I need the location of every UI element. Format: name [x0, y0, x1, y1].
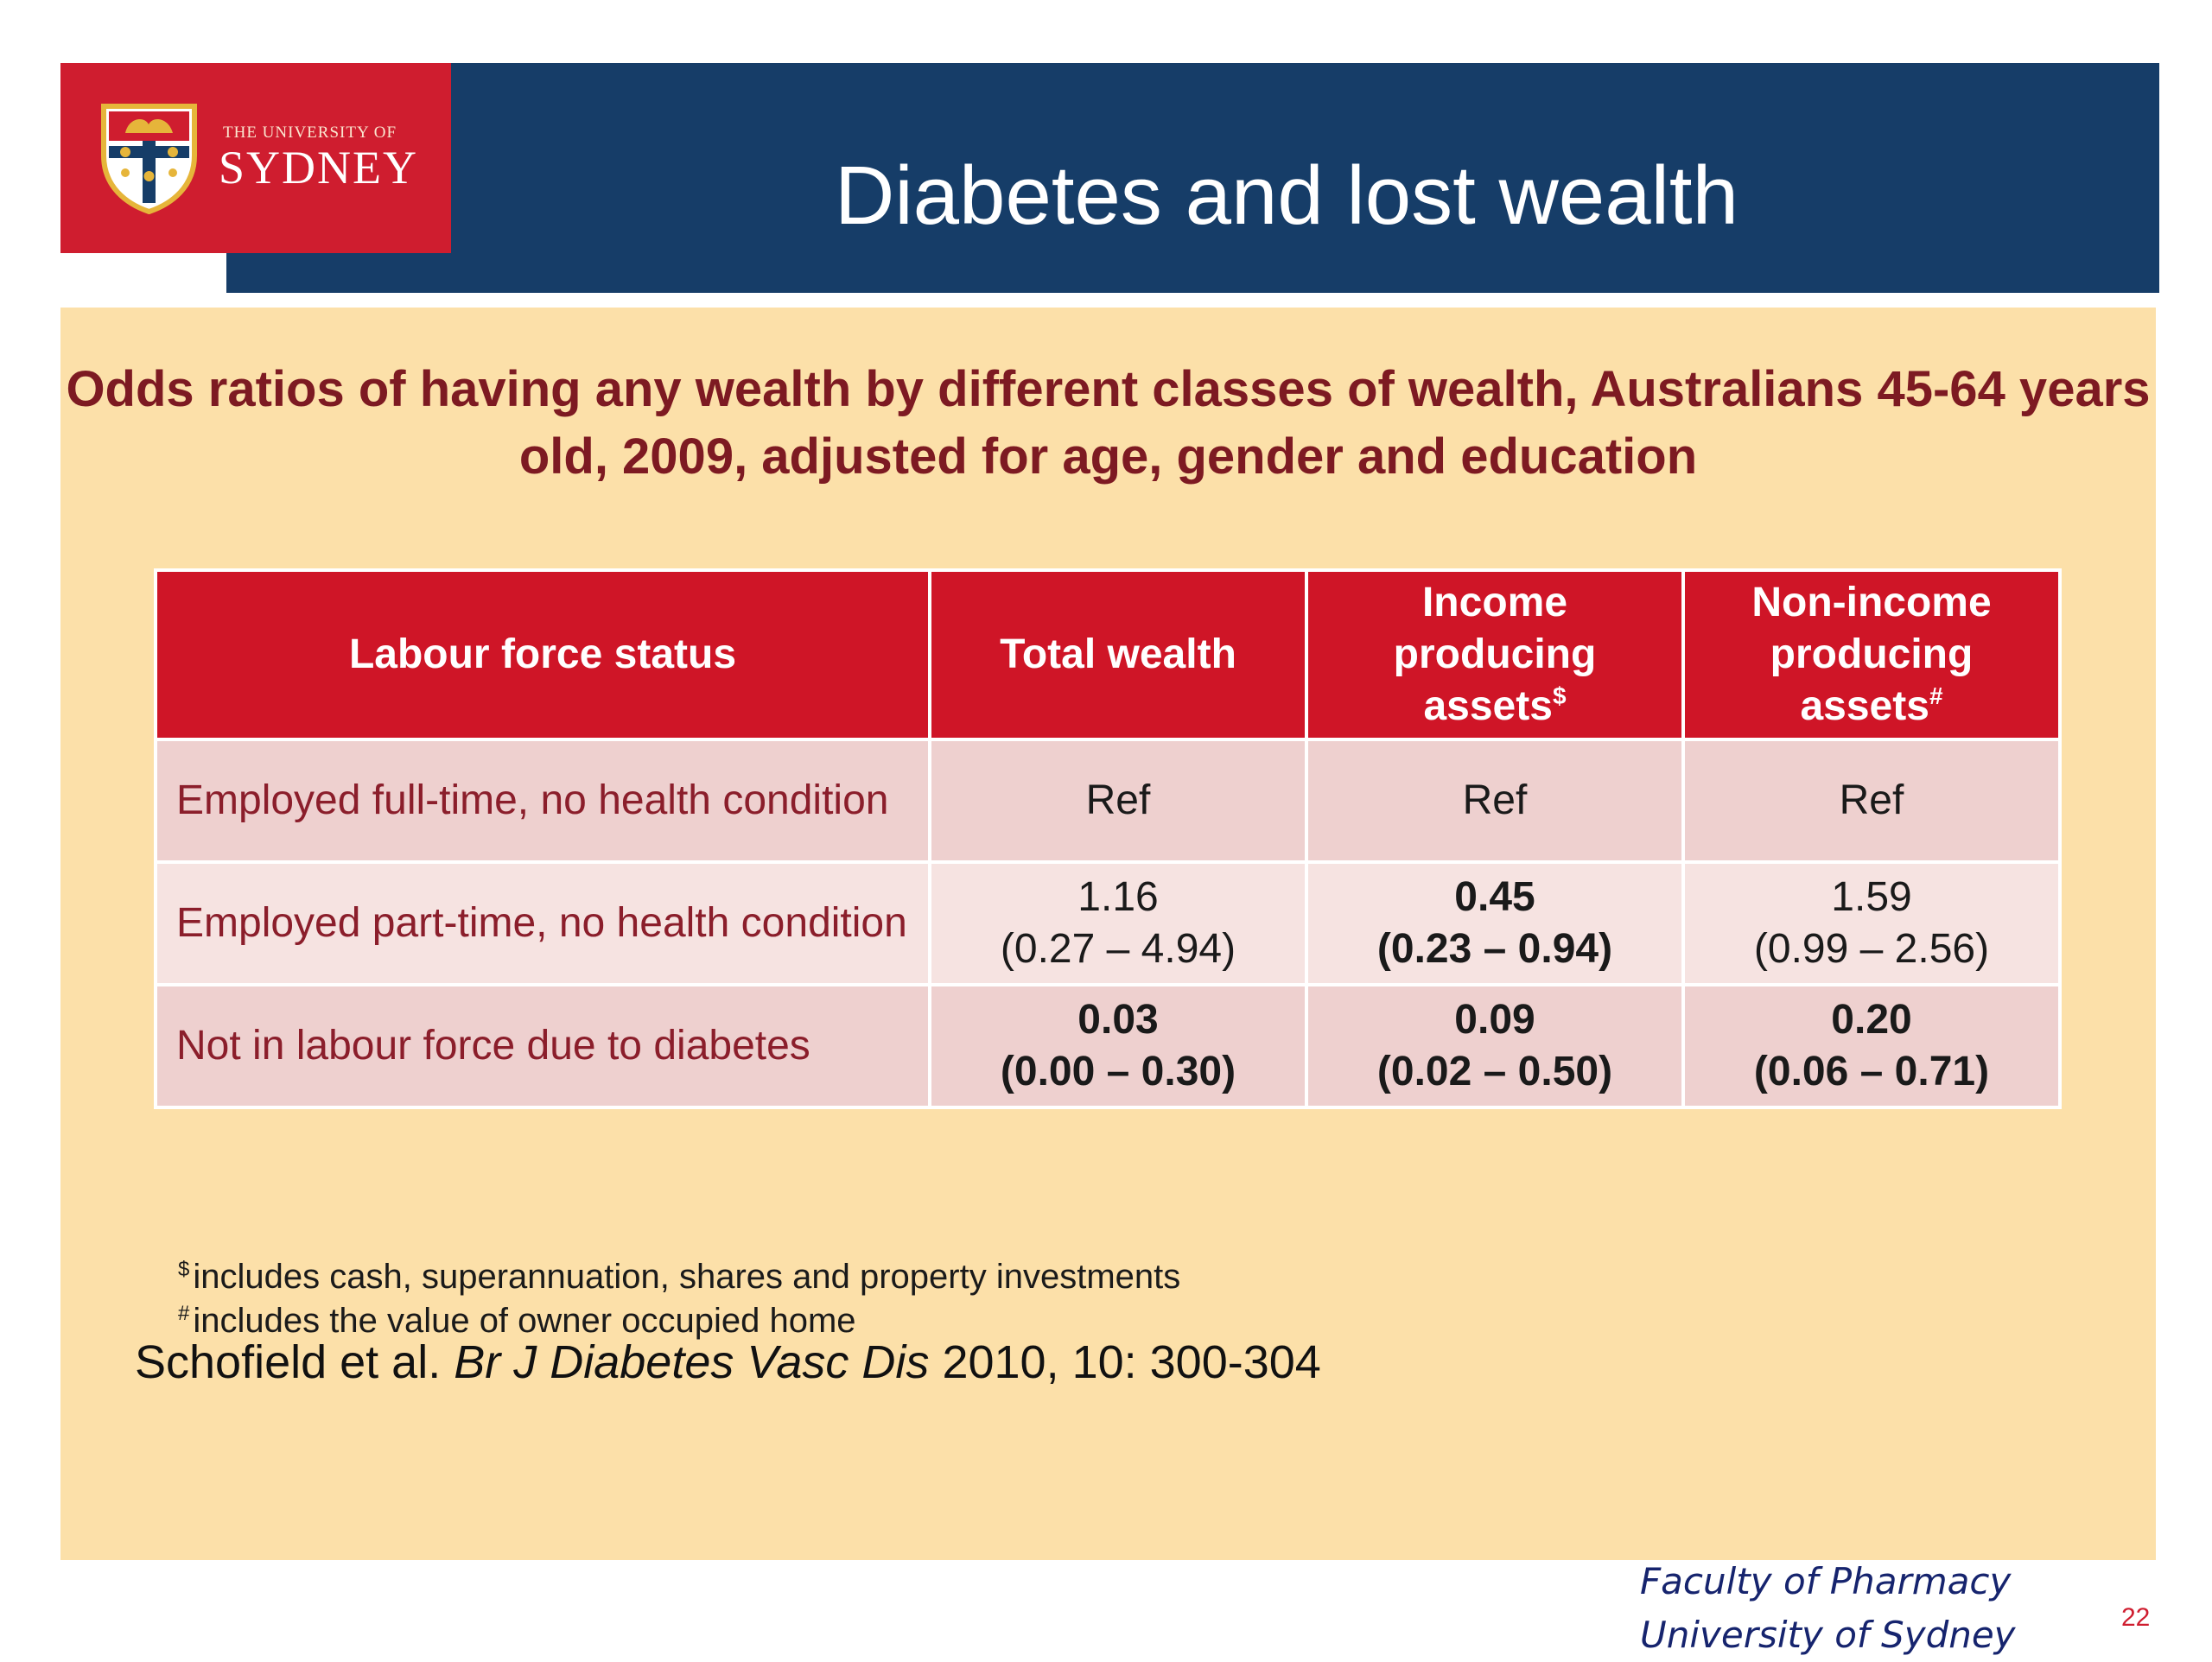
citation-details: 2010, 10: 300-304 — [942, 1336, 1321, 1388]
cell-confidence-interval: (0.00 – 0.30) — [1000, 1049, 1236, 1094]
cell-value: Ref — [1462, 777, 1528, 823]
cell-confidence-interval: (0.02 – 0.50) — [1376, 1049, 1613, 1094]
column-header: Labour force status — [154, 568, 931, 741]
university-line: University of Sydney — [1640, 1614, 2016, 1656]
table-body: Employed full-time, no health condition R… — [154, 738, 2062, 1109]
footnote-mark: $ — [178, 1258, 190, 1281]
table-cell: 0.09 (0.02 – 0.50) — [1305, 983, 1685, 1109]
footnote: # includes the value of owner occupied ho… — [178, 1302, 856, 1341]
crest-icon — [101, 104, 197, 214]
column-header: Total wealth — [928, 568, 1308, 741]
table-cell: Ref — [1305, 738, 1685, 864]
cell-value: 0.09 — [1454, 997, 1535, 1043]
column-label: Labour force status — [348, 631, 737, 677]
cell-confidence-interval: (0.27 – 4.94) — [1000, 926, 1236, 972]
column-label: Total wealth — [1000, 631, 1236, 677]
faculty-signature: Faculty of Pharmacy University of Sydney — [1640, 1555, 2016, 1662]
faculty-line: Faculty of Pharmacy — [1640, 1560, 2012, 1602]
table-cell: 0.45 (0.23 – 0.94) — [1305, 860, 1685, 986]
table-row: Not in labour force due to diabetes 0.03 (… — [154, 983, 2062, 1109]
logo-text-small: THE UNIVERSITY OF — [223, 124, 397, 142]
column-mark: # — [1929, 682, 1943, 709]
footnote-text: includes the value of owner occupied hom… — [193, 1302, 856, 1340]
university-logo: THE UNIVERSITY OF SYDNEY — [60, 63, 451, 253]
footnote: $ includes cash, superannuation, shares a… — [178, 1258, 1180, 1297]
cell-value: 0.20 — [1831, 997, 1912, 1043]
cell-confidence-interval: (0.23 – 0.94) — [1376, 926, 1613, 972]
table-cell: 0.20 (0.06 – 0.71) — [1681, 983, 2062, 1109]
slide-title: Diabetes and lost wealth — [835, 149, 1738, 242]
row-label: Employed part-time, no health condition — [154, 860, 931, 986]
page-number: 22 — [2121, 1603, 2151, 1632]
cell-confidence-interval: (0.99 – 2.56) — [1753, 926, 1990, 972]
header-bar — [226, 63, 2159, 293]
cell-value: Ref — [1839, 777, 1904, 823]
table-cell: 1.16 (0.27 – 4.94) — [928, 860, 1308, 986]
table-cell: Ref — [1681, 738, 2062, 864]
citation-authors: Schofield et al. — [135, 1336, 442, 1388]
cell-value: 0.45 — [1454, 874, 1535, 920]
column-label: Non-income producing assets — [1751, 580, 1992, 729]
table-row: Employed full-time, no health condition R… — [154, 738, 2062, 864]
cell-value: 0.03 — [1077, 997, 1159, 1043]
table-cell: Ref — [928, 738, 1308, 864]
cell-value: 1.16 — [1077, 874, 1159, 920]
table-header-row: Labour force status Total wealth Income … — [154, 568, 2062, 741]
column-header: Non-income producing assets# — [1681, 568, 2062, 741]
citation-journal: Br J Diabetes Vasc Dis — [454, 1336, 930, 1388]
cell-value: 1.59 — [1831, 874, 1912, 920]
cell-value: Ref — [1085, 777, 1151, 823]
table-row: Employed part-time, no health condition 1… — [154, 860, 2062, 986]
table-subtitle: Odds ratios of having any wealth by diff… — [66, 361, 2151, 485]
footnote-text: includes cash, superannuation, shares an… — [193, 1258, 1181, 1296]
content-panel: Odds ratios of having any wealth by diff… — [60, 308, 2156, 1560]
logo-text-large: SYDNEY — [219, 142, 419, 193]
column-header: Income producing assets$ — [1305, 568, 1685, 741]
column-mark: $ — [1552, 682, 1567, 709]
footnote-mark: # — [178, 1302, 190, 1325]
column-label: Income producing assets — [1393, 580, 1597, 729]
table-cell: 1.59 (0.99 – 2.56) — [1681, 860, 2062, 986]
row-label: Employed full-time, no health condition — [154, 738, 931, 864]
row-label: Not in labour force due to diabetes — [154, 983, 931, 1109]
odds-ratio-table: Labour force status Total wealth Income … — [154, 568, 2062, 1109]
cell-confidence-interval: (0.06 – 0.71) — [1753, 1049, 1990, 1094]
citation: Schofield et al. Br J Diabetes Vasc Dis … — [135, 1335, 1321, 1389]
table-cell: 0.03 (0.00 – 0.30) — [928, 983, 1308, 1109]
